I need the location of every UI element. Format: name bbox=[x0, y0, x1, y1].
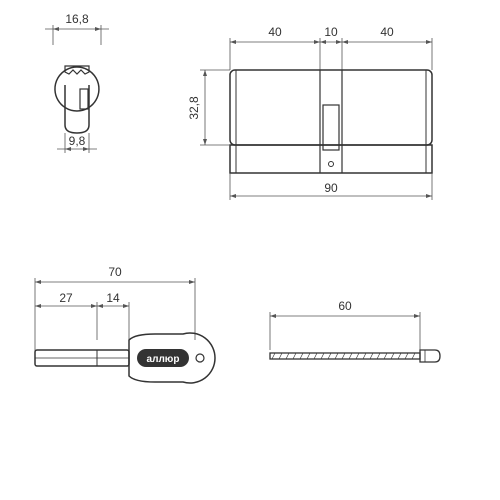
key-group: 70 27 14 аллюр bbox=[35, 265, 215, 383]
screw-group: 60 bbox=[270, 299, 440, 362]
svg-text:10: 10 bbox=[324, 25, 338, 39]
dim-90: 90 bbox=[230, 173, 432, 200]
key-brand: аллюр bbox=[147, 354, 180, 365]
svg-text:32,8: 32,8 bbox=[187, 96, 201, 120]
svg-text:40: 40 bbox=[380, 25, 394, 39]
svg-text:70: 70 bbox=[108, 265, 122, 279]
svg-text:27: 27 bbox=[59, 291, 73, 305]
dim-segments: 40 10 40 bbox=[230, 25, 432, 70]
dim-32-8: 32,8 bbox=[187, 70, 230, 145]
svg-text:14: 14 bbox=[106, 291, 120, 305]
svg-text:60: 60 bbox=[338, 299, 352, 313]
dim-label: 9,8 bbox=[69, 134, 86, 148]
front-view-group: 16,8 9,8 bbox=[45, 12, 109, 153]
svg-text:40: 40 bbox=[268, 25, 282, 39]
dim-16-8: 16,8 bbox=[45, 12, 109, 45]
dim-label: 16,8 bbox=[65, 12, 89, 26]
svg-text:90: 90 bbox=[324, 181, 338, 195]
dim-9-8: 9,8 bbox=[57, 133, 97, 153]
side-view-group: 40 10 40 32,8 bbox=[187, 25, 432, 200]
technical-drawing: 16,8 9,8 bbox=[0, 0, 500, 500]
